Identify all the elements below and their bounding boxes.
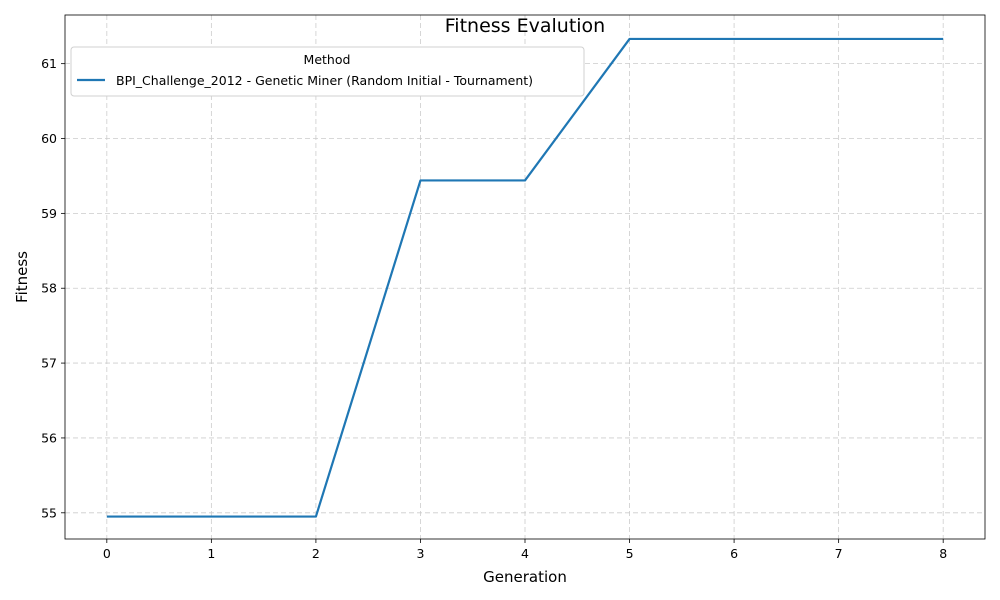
x-tick-label: 7 <box>835 546 843 561</box>
y-tick-label: 61 <box>41 56 57 71</box>
x-axis-label: Generation <box>483 568 567 586</box>
y-tick-label: 55 <box>41 505 57 520</box>
x-tick-label: 4 <box>521 546 529 561</box>
y-tick-label: 57 <box>41 356 57 371</box>
x-tick-label: 8 <box>939 546 947 561</box>
series-line-0 <box>106 37 944 518</box>
x-tick-label: 1 <box>207 546 215 561</box>
x-tick-label: 3 <box>416 546 424 561</box>
y-tick-label: 56 <box>41 430 57 445</box>
legend-box <box>70 46 585 97</box>
x-tick-label: 0 <box>103 546 111 561</box>
legend-entry-label: BPI_Challenge_2012 - Genetic Miner (Rand… <box>116 73 533 88</box>
legend-title: Method <box>304 52 351 67</box>
x-tick-label: 6 <box>730 546 738 561</box>
y-tick-label: 59 <box>41 206 57 221</box>
line-layer <box>106 37 944 518</box>
grid-layer <box>65 15 985 539</box>
chart-title: Fitness Evalution <box>445 15 605 37</box>
y-axis-label: Fitness <box>13 251 31 303</box>
y-tick-label: 60 <box>41 131 57 146</box>
x-tick-label: 5 <box>626 546 634 561</box>
legend: Method BPI_Challenge_2012 - Genetic Mine… <box>70 46 585 97</box>
y-tick-label: 58 <box>41 281 57 296</box>
x-tick-label: 2 <box>312 546 320 561</box>
